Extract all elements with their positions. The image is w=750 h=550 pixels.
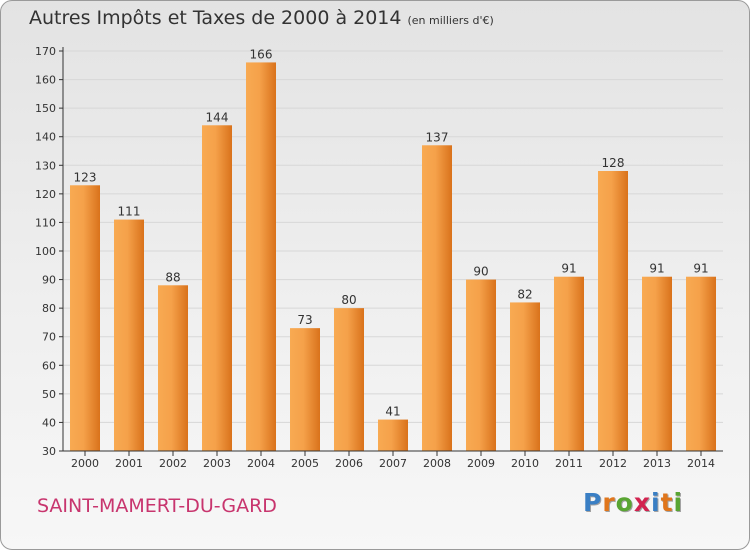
bar-2012 [598,171,628,451]
y-tick-label: 70 [42,331,56,344]
y-tick-label: 80 [42,302,56,315]
bars [70,62,716,452]
y-tick-label: 100 [35,245,56,258]
logo-letter: i [673,488,684,517]
x-tick-label: 2012 [599,457,627,470]
data-label: 137 [426,130,449,144]
y-tick-label: 140 [35,131,56,144]
proxiti-logo: Proxiti [583,488,683,517]
y-tick-label: 160 [35,74,56,87]
data-label: 88 [165,270,180,284]
y-tick-label: 30 [42,445,56,458]
data-label: 82 [517,287,532,301]
x-tick-label: 2003 [203,457,231,470]
bar-2006 [334,308,364,451]
x-tick-label: 2014 [687,457,715,470]
y-tick-label: 40 [42,416,56,429]
x-tick-label: 2009 [467,457,495,470]
bar-2011 [554,276,584,451]
y-tick-label: 90 [42,274,56,287]
x-tick-label: 2011 [555,457,583,470]
y-tick-label: 60 [42,359,56,372]
bar-2005 [290,328,320,451]
commune-name: SAINT-MAMERT-DU-GARD [37,495,277,517]
x-tick-label: 2007 [379,457,407,470]
data-label: 91 [693,262,708,276]
x-tick-label: 2001 [115,457,143,470]
x-tick-label: 2010 [511,457,539,470]
y-tick-label: 110 [35,216,56,229]
logo-letter: i [651,488,661,517]
data-label: 144 [206,110,229,124]
bar-2001 [114,219,144,451]
bar-2010 [510,302,540,451]
logo-letter: t [660,488,674,517]
data-label: 91 [561,262,576,276]
data-label: 123 [74,170,97,184]
bar-2008 [422,145,452,452]
x-tick-label: 2004 [247,457,275,470]
x-tick-label: 2000 [71,457,99,470]
data-label: 73 [297,313,312,327]
bar-2004 [246,62,276,452]
bar-2013 [642,276,672,451]
bar-2003 [202,125,232,452]
y-tick-label: 120 [35,188,56,201]
x-tick-label: 2005 [291,457,319,470]
y-tick-label: 170 [35,45,56,58]
data-label: 111 [118,205,141,219]
data-label: 41 [385,405,400,419]
axes: 30 40 50 60 70 80 90 100 110 120 130 140 150 160 170 20… [35,45,723,470]
x-tick-label: 2008 [423,457,451,470]
data-label: 166 [250,47,273,61]
bar-2014 [686,276,716,451]
logo-letter: r [602,488,616,517]
bar-2002 [158,285,188,451]
logo-letter: x [633,488,651,517]
bar-2000 [70,185,100,452]
bar-2009 [466,279,496,451]
chart-title: Autres Impôts et Taxes de 2000 à 2014 (en… [29,7,494,29]
data-labels: 123 111 88 144 166 73 80 41 137 90 82 91 128 91 91 [74,47,709,418]
data-label: 91 [649,262,664,276]
y-tick-label: 130 [35,159,56,172]
chart-subtitle: (en milliers d'€) [407,14,494,27]
x-tick-label: 2013 [643,457,671,470]
data-label: 128 [602,156,625,170]
bar-2007 [378,419,408,451]
logo-letter: P [583,488,603,517]
chart-title-text: Autres Impôts et Taxes de 2000 à 2014 [29,7,402,29]
logo-letter: o [615,488,634,517]
x-tick-label: 2002 [159,457,187,470]
data-label: 80 [341,293,356,307]
y-tick-label: 50 [42,388,56,401]
y-tick-label: 150 [35,102,56,115]
data-label: 90 [473,265,488,279]
x-tick-label: 2006 [335,457,363,470]
